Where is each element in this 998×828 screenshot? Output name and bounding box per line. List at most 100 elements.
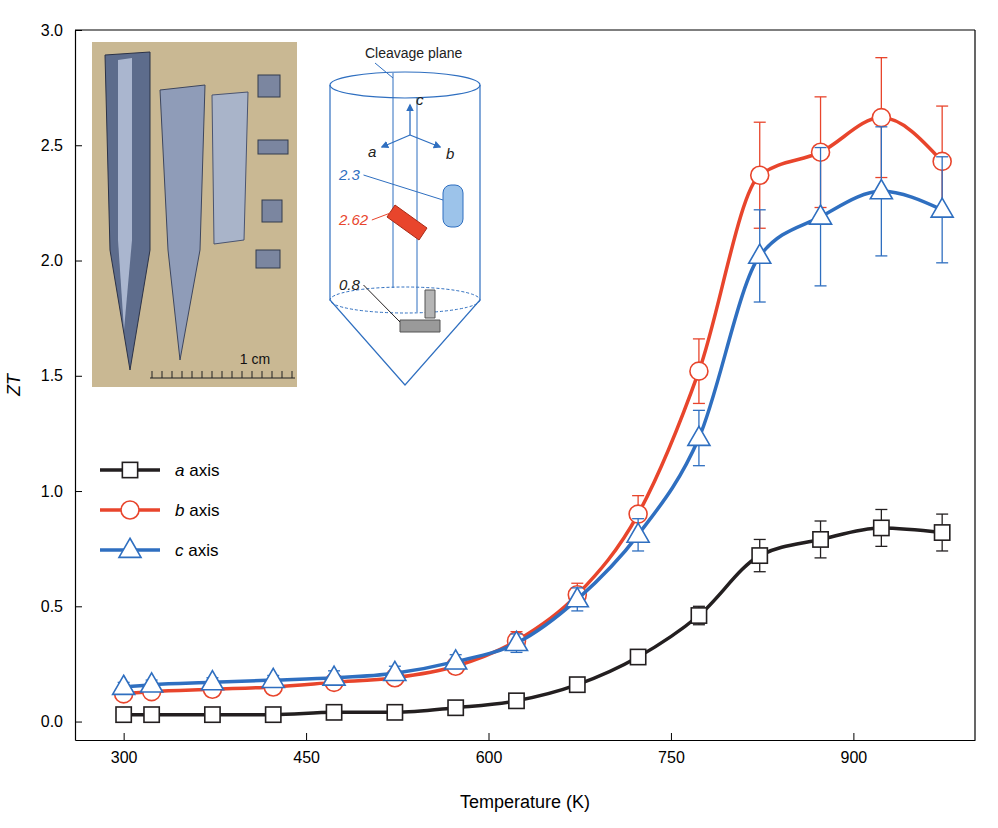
x-tick-mark: [124, 733, 125, 740]
y-axis-line: [75, 31, 76, 741]
error-bar-cap: [815, 285, 827, 286]
b-sample: [387, 205, 427, 240]
x-tick: 300: [111, 733, 138, 766]
x-tick: 750: [658, 733, 685, 766]
marker: [323, 666, 345, 685]
ruler-tick: [182, 371, 183, 378]
ruler-tick: [292, 371, 293, 378]
marker: [935, 525, 950, 540]
error-bar-cap: [815, 557, 827, 558]
x-tick-mark: [671, 733, 672, 740]
ruler-tick: [282, 371, 283, 378]
marker: [749, 244, 771, 263]
marker: [387, 705, 402, 720]
y-tick: 2.0: [41, 252, 82, 269]
inset-diagram: Cleavage planeabc2.32.620.8: [330, 45, 480, 385]
marker: [113, 675, 135, 694]
error-bar-cap: [693, 403, 705, 404]
y-tick: 1.0: [41, 483, 82, 500]
error-bar-cap: [815, 520, 827, 521]
legend-marker: [121, 501, 139, 519]
marker: [627, 523, 649, 542]
crystal-axis-label: c: [416, 91, 424, 108]
ruler-tick: [252, 371, 253, 378]
y-tick: 0.5: [41, 598, 82, 615]
crystal-axis: [382, 135, 410, 147]
a-sample: [400, 320, 440, 332]
x-tick-label: 300: [111, 749, 138, 766]
chart: 3004506007509000.00.51.01.52.02.53.0Temp…: [0, 0, 998, 828]
marker: [144, 707, 159, 722]
error-bar-cap: [632, 495, 644, 496]
x-tick-label: 450: [293, 749, 320, 766]
ruler-tick: [152, 371, 153, 378]
marker: [752, 548, 767, 563]
error-bar-cap: [815, 147, 827, 148]
zt-leader: [364, 175, 443, 200]
zt-leader: [364, 285, 400, 322]
error-bar-cap: [754, 122, 766, 123]
sample-piece: [258, 140, 288, 154]
y-tick-label: 2.5: [41, 137, 63, 154]
error-bar-cap: [754, 571, 766, 572]
marker: [870, 180, 892, 199]
ruler-tick: [162, 371, 163, 378]
y-tick-mark: [75, 606, 82, 607]
error-bar-cap: [936, 262, 948, 263]
error-bar-cap: [875, 546, 887, 547]
x-tick-mark: [306, 733, 307, 740]
y-tick: 0.0: [41, 713, 82, 730]
marker: [810, 205, 832, 224]
error-bar-cap: [693, 606, 705, 607]
y-tick-mark: [75, 376, 82, 377]
error-bar-cap: [875, 509, 887, 510]
x-tick: 600: [476, 733, 503, 766]
zt-label: 2.62: [338, 211, 369, 228]
cleavage-plane: [417, 97, 418, 312]
x-axis: 300 450 600 750 900: [76, 733, 976, 766]
error-bar-cap: [571, 583, 583, 584]
ruler-tick: [222, 371, 223, 378]
error-bar-cap: [754, 301, 766, 302]
x-axis-line: [76, 740, 976, 741]
x-tick-label: 750: [658, 749, 685, 766]
y-tick-mark: [75, 30, 82, 31]
crystal-axis: [410, 135, 440, 147]
marker: [384, 661, 406, 680]
x-tick: 450: [293, 733, 320, 766]
ruler-tick: [232, 371, 233, 378]
marker: [509, 693, 524, 708]
x-axis-title: Temperature (K): [460, 792, 590, 812]
ruler-tick: [242, 371, 243, 378]
y-tick-label: 0.0: [41, 713, 63, 730]
cleaved-half: [160, 85, 205, 360]
x-tick-mark: [489, 733, 490, 740]
scale-label: 1 cm: [240, 351, 270, 367]
photo-background: [92, 42, 297, 387]
crystal-axis: [409, 105, 410, 135]
ruler-tick: [212, 371, 213, 378]
y-tick-label: 1.0: [41, 483, 63, 500]
marker: [690, 362, 708, 380]
error-bar-cap: [693, 465, 705, 466]
marker: [566, 588, 588, 607]
y-tick-label: 0.5: [41, 598, 63, 615]
legend: a axisb axisc axis: [100, 461, 219, 560]
marker: [931, 198, 953, 217]
legend-label: c axis: [175, 541, 218, 560]
ruler-tick: [172, 371, 173, 378]
error-bar-cap: [936, 105, 948, 106]
y-tick-mark: [75, 491, 82, 492]
ruler-tick: [262, 371, 263, 378]
zt-label: 0.8: [339, 276, 361, 293]
legend-marker: [122, 462, 137, 477]
x-tick-label: 900: [841, 749, 868, 766]
crystal-axis-label: a: [368, 143, 376, 160]
plot-marks: [113, 58, 954, 723]
marker: [751, 166, 769, 184]
error-bar-cap: [875, 255, 887, 256]
error-bar-cap: [815, 96, 827, 97]
marker: [448, 700, 463, 715]
y-axis: 0.00.51.01.52.02.53.0: [41, 22, 82, 741]
y-tick-mark: [75, 145, 82, 146]
